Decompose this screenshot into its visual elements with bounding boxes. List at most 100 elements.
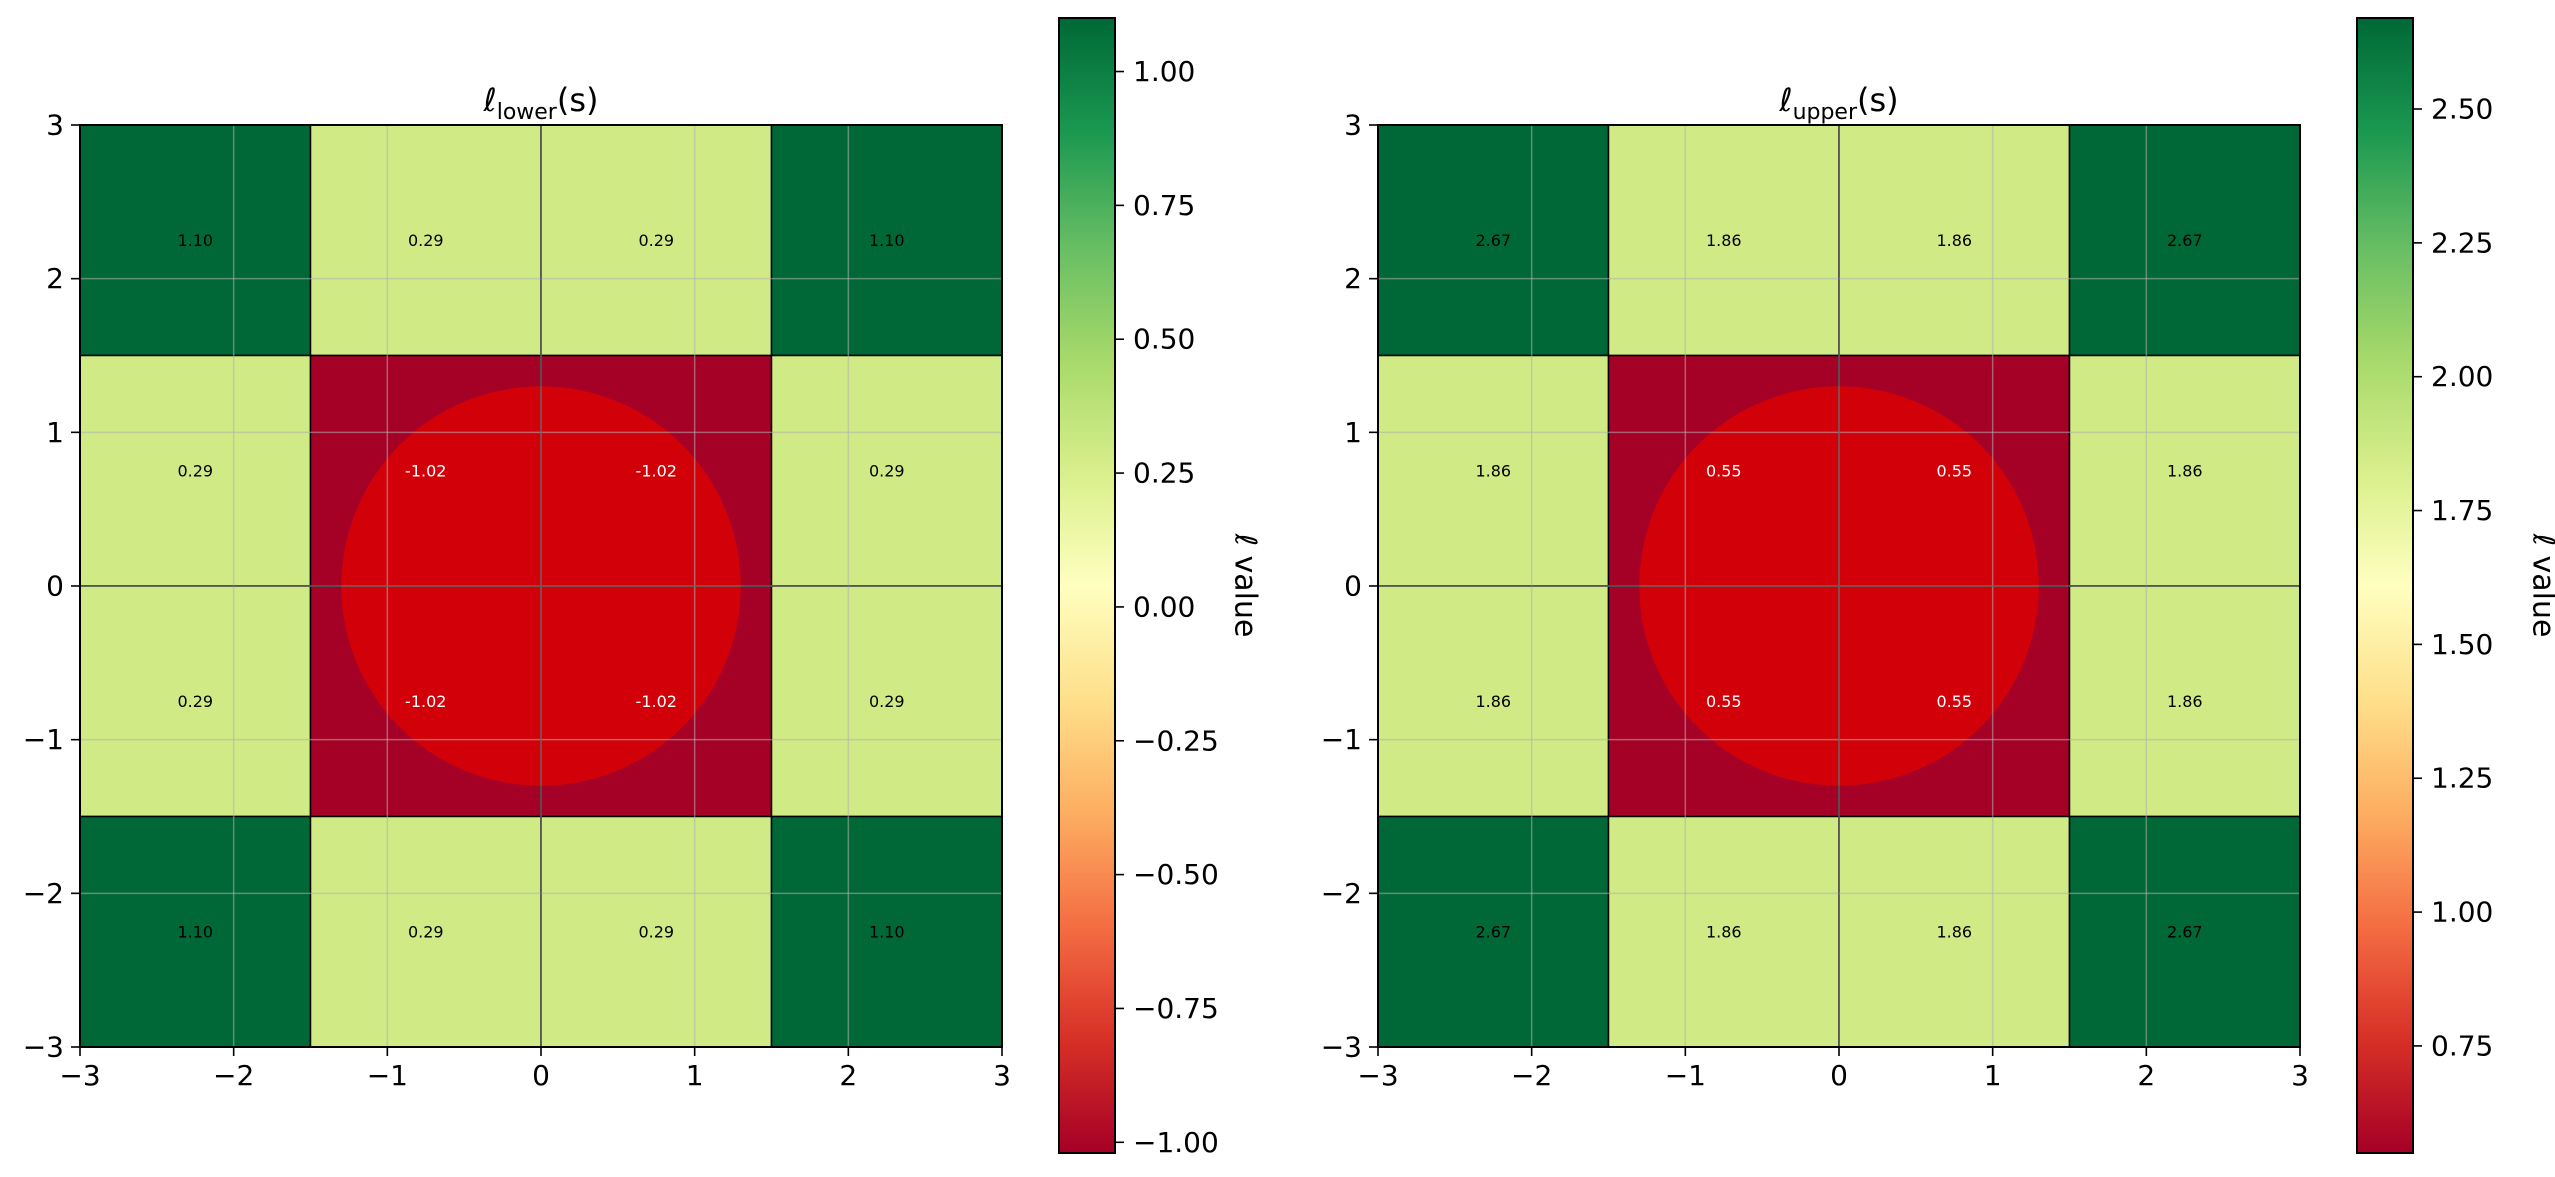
colorbar-tick-label: 1.75	[2431, 494, 2493, 527]
heatmap-cell	[309, 124, 542, 357]
title-symbol: ℓ	[482, 81, 496, 119]
cell-value-label: -1.02	[405, 461, 446, 480]
y-tick-label: −1	[1321, 723, 1362, 756]
heatmap-cell	[770, 354, 1003, 587]
colorbar-tick-label: 2.00	[2431, 360, 2493, 393]
cell-value-label: 1.86	[1706, 922, 1742, 941]
cell-value-label: 0.29	[408, 922, 444, 941]
cell-value-label: -1.02	[405, 692, 446, 711]
colorbar-tick-label: 1.00	[2431, 896, 2493, 929]
cell-value-label: 2.67	[1475, 922, 1511, 941]
heatmap-cell	[1607, 815, 1840, 1048]
cell-value-label: 0.29	[869, 461, 905, 480]
cell-value-label: 1.10	[869, 922, 905, 941]
colorbar-tick-label: 0.50	[1133, 323, 1195, 356]
cell-value-label: 1.10	[177, 231, 213, 250]
colorbar-tick-label: 0.75	[1133, 189, 1195, 222]
y-tick-label: 2	[1344, 262, 1362, 295]
cell-value-label: 0.29	[177, 692, 213, 711]
colorbar-tick-label: −0.75	[1133, 992, 1219, 1025]
y-tick-label: 0	[46, 570, 64, 603]
chart-title: ℓlower(s)	[482, 81, 598, 125]
heatmap-cell	[1377, 585, 1610, 818]
cell-value-label: -1.02	[636, 461, 677, 480]
heatmap-cell	[540, 815, 773, 1048]
y-tick-label: −2	[1321, 877, 1362, 910]
x-tick-label: −1	[367, 1059, 408, 1092]
x-tick-label: −2	[1511, 1059, 1552, 1092]
colorbar-tick-label: 0.75	[2431, 1029, 2493, 1062]
x-tick-label: 2	[2137, 1059, 2155, 1092]
heatmap-cell	[79, 815, 312, 1048]
x-tick-label: −3	[59, 1059, 100, 1092]
colorbar-tick-label: 1.00	[1133, 55, 1195, 88]
y-tick-label: 3	[1344, 109, 1362, 142]
heatmap-panel-lower: 1.10 0.29 0.29 1.10 0.29 -1.02 -1.02 0.29 0.29 -1…	[23, 17, 1263, 1159]
cell-value-label: 1.10	[177, 922, 213, 941]
x-tick-label: 0	[532, 1059, 550, 1092]
heatmap-cell	[770, 585, 1003, 818]
cell-value-label: 1.86	[1475, 692, 1511, 711]
heatmap-cell	[2068, 124, 2301, 357]
heatmap-cell	[309, 815, 542, 1048]
cell-value-label: 1.86	[1936, 922, 1972, 941]
cell-value-label: 1.86	[1936, 231, 1972, 250]
colorbar-tick-label: 2.50	[2431, 93, 2493, 126]
cell-value-label: 1.10	[869, 231, 905, 250]
colorbar-tick-label: 1.25	[2431, 762, 2493, 795]
y-tick-label: 0	[1344, 570, 1362, 603]
cell-value-label: 2.67	[1475, 231, 1511, 250]
cell-value-label: -1.02	[636, 692, 677, 711]
cell-value-label: 1.86	[1475, 461, 1511, 480]
y-tick-label: 2	[46, 262, 64, 295]
cell-value-label: 0.29	[638, 922, 674, 941]
colorbar-tick-label: 0.00	[1133, 590, 1195, 623]
title-argument: (s)	[1857, 81, 1899, 119]
x-tick-label: 1	[686, 1059, 704, 1092]
y-tick-label: −1	[23, 723, 64, 756]
heatmap-cell	[1377, 815, 1610, 1048]
heatmap-cell	[79, 354, 312, 587]
cell-value-label: 0.55	[1936, 692, 1972, 711]
cell-value-label: 0.55	[1936, 461, 1972, 480]
colorbar	[1058, 17, 1116, 1154]
heatmap-cell	[1377, 124, 1610, 357]
x-tick-label: −3	[1357, 1059, 1398, 1092]
heatmap-cell	[2068, 354, 2301, 587]
colorbar-tick-label: 2.25	[2431, 226, 2493, 259]
colorbar-tick-label: −1.00	[1133, 1126, 1219, 1159]
cell-value-label: 1.86	[2167, 461, 2203, 480]
title-symbol: ℓ	[1778, 81, 1792, 119]
x-tick-label: −2	[213, 1059, 254, 1092]
x-tick-label: 3	[993, 1059, 1011, 1092]
cell-value-label: 0.29	[869, 692, 905, 711]
cell-value-label: 1.86	[2167, 692, 2203, 711]
chart-title: ℓupper(s)	[1778, 81, 1898, 125]
heatmap-panel-upper: 2.67 1.86 1.86 2.67 1.86 0.55 0.55 1.86 1.86 0.55…	[1321, 17, 2555, 1154]
colorbar-label: ℓ value	[2526, 533, 2555, 638]
heatmap-cell	[2068, 815, 2301, 1048]
colorbar-tick-label: 1.50	[2431, 628, 2493, 661]
cell-value-label: 0.29	[177, 461, 213, 480]
cell-value-label: 0.55	[1706, 461, 1742, 480]
title-subscript: upper	[1793, 100, 1858, 125]
cell-value-label: 2.67	[2167, 922, 2203, 941]
colorbar-tick-label: −0.50	[1133, 858, 1219, 891]
colorbar-label: ℓ value	[1228, 533, 1263, 638]
x-tick-label: 0	[1830, 1059, 1848, 1092]
cell-value-label: 1.86	[1706, 231, 1742, 250]
heatmap-cell	[1377, 354, 1610, 587]
heatmap-cell	[2068, 585, 2301, 818]
cell-value-label: 0.29	[408, 231, 444, 250]
cell-value-label: 0.55	[1706, 692, 1742, 711]
colorbar-tick-label: 0.25	[1133, 457, 1195, 490]
x-tick-label: 3	[2291, 1059, 2309, 1092]
y-tick-label: −2	[23, 877, 64, 910]
heatmap-cell	[770, 815, 1003, 1048]
x-tick-label: 2	[839, 1059, 857, 1092]
y-tick-label: −3	[23, 1031, 64, 1064]
heatmap-cell	[79, 124, 312, 357]
x-tick-label: −1	[1665, 1059, 1706, 1092]
heatmap-cell	[770, 124, 1003, 357]
